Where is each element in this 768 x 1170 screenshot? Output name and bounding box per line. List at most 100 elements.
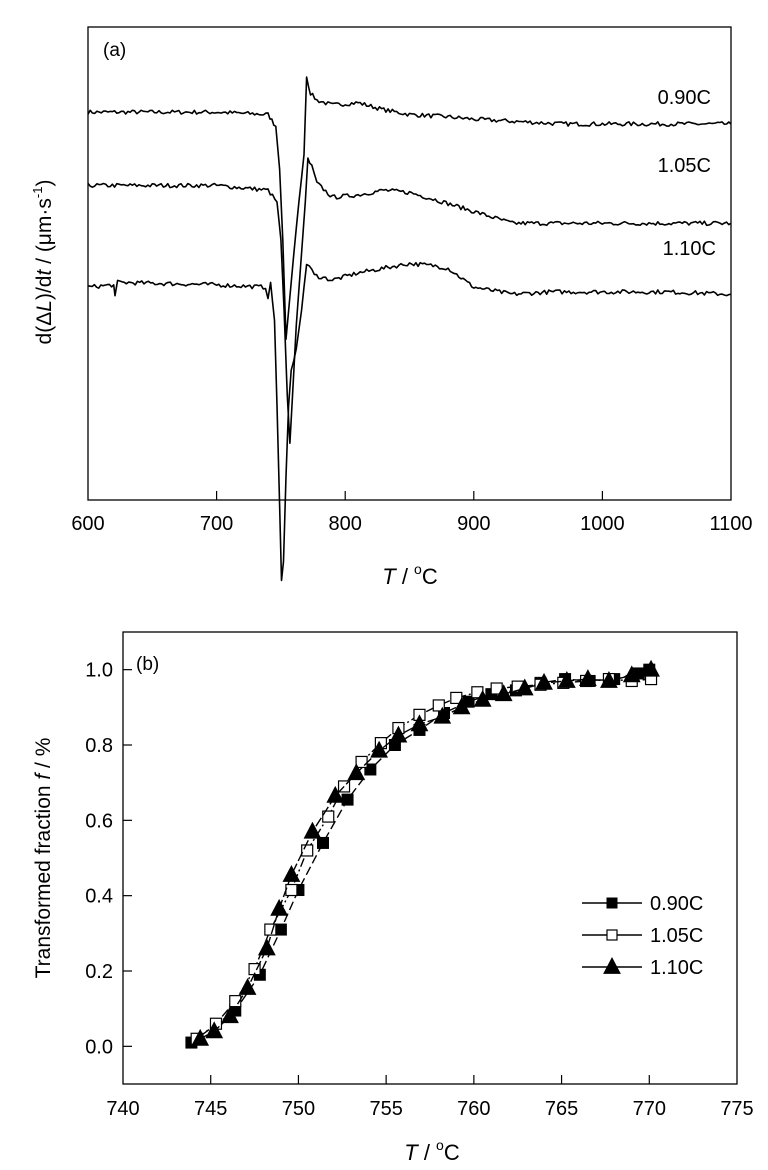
panel-b-y-ticks: 0.0 0.2 0.4 0.6 0.8 1.0 (85, 660, 132, 1058)
series-line (190, 669, 650, 1044)
x-label-degree: o (436, 1137, 444, 1153)
marker-filled-triangle (473, 689, 492, 707)
series-1.10C (191, 659, 660, 1046)
marker-filled-triangle (578, 669, 597, 687)
y-label-prefix: d( (33, 326, 56, 345)
x-tick-label: 775 (720, 1098, 753, 1120)
series-line (196, 678, 652, 1040)
y-label-delta: Δ (33, 312, 56, 326)
series-line (199, 669, 652, 1040)
marker-filled-triangle (452, 697, 471, 715)
y-label-t: t (33, 269, 56, 276)
marker-filled-triangle (191, 1028, 210, 1046)
x-tick-label: 745 (194, 1098, 227, 1120)
marker-filled-square (364, 763, 377, 776)
marker-filled-triangle (433, 706, 452, 724)
marker-filled-square (274, 923, 287, 936)
legend-label: 0.90C (650, 893, 703, 915)
y-tick-label: 0.8 (85, 735, 113, 757)
legend-label: 1.10C (650, 957, 703, 979)
legend-item: 1.10C (582, 957, 703, 979)
marker-filled-triangle (557, 671, 576, 688)
marker-filled-triangle (389, 725, 408, 743)
panel-a: (a) 0.90C 1.05C 1.10C 600 700 800 900 1000 1100… (30, 26, 753, 589)
panel-a-x-ticks: 600 700 800 900 1000 1100 (71, 491, 753, 535)
marker-filled-square (606, 897, 618, 909)
x-tick-label: 900 (457, 513, 490, 535)
x-tick-label: 750 (282, 1098, 315, 1120)
marker-filled-triangle (238, 978, 257, 995)
x-label-italic: T (404, 1140, 419, 1165)
panel-b-series (185, 659, 660, 1049)
panel-b: (b) 740 745 750 755 760 765 770 775 0.00.20.40.… (32, 631, 754, 1165)
panel-b-x-ticks: 740 745 750 755 760 765 770 775 (106, 1075, 754, 1120)
y-label-f: f (32, 772, 55, 780)
marker-filled-triangle (370, 740, 389, 758)
x-label-italic: T (382, 564, 397, 589)
x-tick-label: 755 (369, 1098, 402, 1120)
series-line-1.10C (87, 261, 732, 582)
x-tick-label: 700 (200, 513, 233, 535)
marker-filled-triangle (622, 665, 641, 683)
marker-filled-triangle (257, 938, 276, 956)
x-tick-label: 1000 (580, 513, 625, 535)
panel-b-x-axis-label: T / oC (404, 1137, 460, 1165)
x-tick-label: 760 (457, 1098, 490, 1120)
x-tick-label: 770 (633, 1098, 666, 1120)
marker-open-square (264, 923, 277, 936)
panel-b-y-axis-label: Transformed fraction f / % (32, 738, 55, 979)
marker-filled-triangle (205, 1021, 224, 1039)
marker-filled-triangle (535, 672, 553, 690)
marker-open-square (432, 699, 445, 712)
legend: 0.90C 1.05C 1.10C (582, 893, 703, 979)
marker-open-square (355, 755, 368, 769)
marker-filled-square (316, 836, 329, 849)
panel-a-x-axis-label: T / oC (382, 561, 438, 589)
marker-open-square (606, 929, 618, 941)
series-line-1.05C (87, 157, 732, 444)
marker-filled-triangle (515, 678, 534, 696)
marker-filled-triangle (326, 785, 345, 803)
x-tick-label: 1100 (709, 513, 752, 535)
marker-filled-triangle (600, 671, 618, 688)
marker-filled-triangle (270, 898, 289, 916)
y-tick-label: 0.4 (85, 886, 113, 908)
y-label-text: Transformed fraction (32, 780, 55, 979)
marker-open-square (285, 883, 298, 897)
x-label-unit: C (422, 564, 438, 589)
panel-a-label: (a) (103, 40, 126, 61)
marker-filled-triangle (494, 684, 513, 702)
series-line-0.90C (87, 76, 732, 340)
marker-filled-triangle (282, 865, 301, 882)
x-label-degree: o (414, 561, 422, 577)
x-tick-label: 765 (545, 1098, 578, 1120)
panel-b-label: (b) (136, 654, 159, 675)
plot-a-frame (87, 26, 732, 501)
x-tick-label: 740 (106, 1098, 139, 1120)
x-label-unit: C (444, 1140, 460, 1165)
marker-open-square (301, 844, 314, 857)
series-label: 0.90C (658, 87, 711, 109)
x-tick-label: 600 (71, 513, 104, 535)
series-label: 1.05C (658, 155, 711, 177)
marker-open-square (322, 810, 335, 823)
y-tick-label: 1.0 (85, 660, 113, 682)
series-label: 1.10C (663, 238, 716, 260)
y-label-rest: / % (32, 738, 55, 774)
legend-item: 0.90C (582, 893, 703, 915)
y-tick-label: 0.6 (85, 810, 113, 832)
y-tick-label: 0.0 (85, 1036, 113, 1058)
marker-filled-square (341, 793, 354, 806)
y-label-sup: -1 (30, 187, 45, 199)
marker-filled-triangle (303, 821, 322, 839)
x-tick-label: 800 (329, 513, 362, 535)
legend-label: 1.05C (650, 925, 703, 947)
legend-item: 1.05C (582, 925, 703, 947)
y-label-close: ) (33, 180, 56, 187)
plot-b-frame (122, 631, 738, 1085)
marker-filled-triangle (642, 659, 660, 677)
y-tick-label: 0.2 (85, 961, 113, 983)
panel-a-series: 0.90C 1.05C 1.10C (87, 76, 732, 582)
x-label-sep: / (418, 1140, 436, 1165)
